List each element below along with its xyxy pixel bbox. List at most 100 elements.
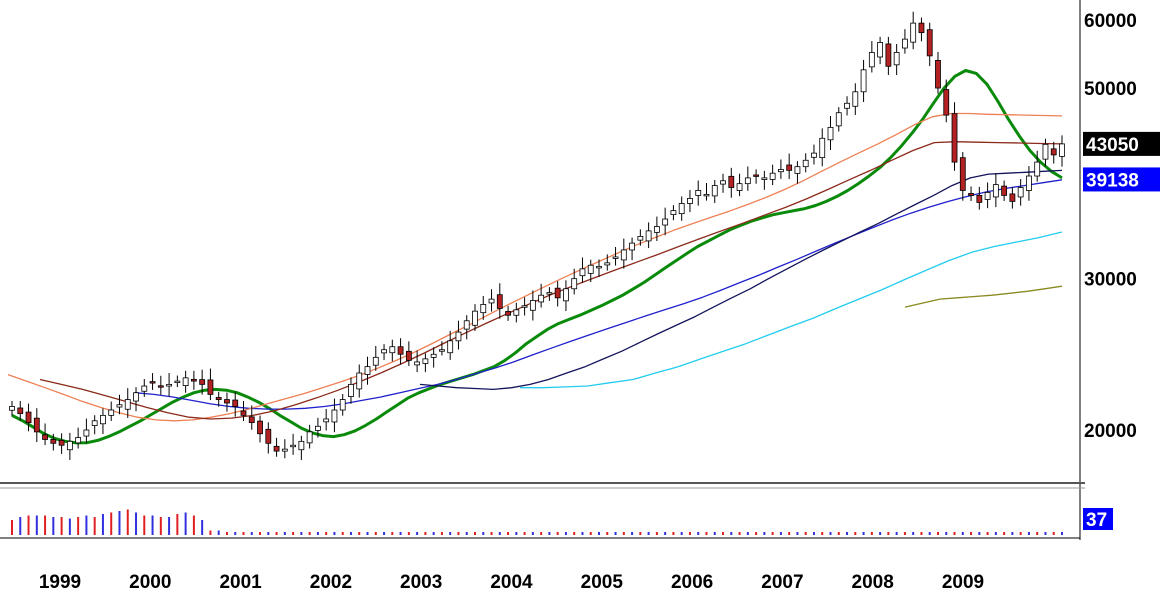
candle-body [240,410,247,416]
y-tick-label: 30000 [1084,270,1137,291]
candle-body [992,184,999,198]
candle-body [372,356,379,366]
candle-body [860,69,867,93]
candle-body [290,444,297,448]
candle-body [687,198,693,204]
price-label-box [1083,131,1160,156]
moving-average-line [134,179,1063,410]
candle-body [149,381,156,384]
candle-body [25,411,32,424]
candle-body [538,294,545,303]
x-tick-label: 2008 [852,572,894,593]
volume-label-box [1083,508,1113,530]
candle-body [348,383,354,397]
candle-body [381,349,387,354]
candle-body [703,194,710,197]
candle-body [571,278,578,290]
labels: 60000 50000 30000 20000 43050 39138 37 1999 2000… [39,11,1160,593]
candle-body [257,420,263,435]
candle-body [720,180,726,185]
x-tick-label: 2005 [581,572,624,593]
candles [9,11,1065,460]
candle-body [935,59,941,89]
candle-body [389,346,396,354]
candle-body [877,42,884,58]
candle-body [670,210,677,215]
x-tick-label: 1999 [39,572,81,593]
candle-body [1050,148,1057,156]
candle-body [480,304,487,314]
moving-average-line [419,169,1063,391]
candle-body [794,166,801,174]
x-tick-label: 2000 [129,572,171,593]
candle-body [753,174,759,177]
x-tick-label: 2009 [942,572,984,593]
candle-body [777,169,784,173]
candle-body [224,399,230,404]
price-label-text: 43050 [1086,135,1139,156]
candle-body [653,226,660,233]
candle-body [447,340,454,354]
candle-body [75,437,82,444]
candle-body [174,380,181,384]
candle-body [190,378,197,382]
candle-body [306,431,313,444]
candle-body [116,404,123,408]
y-tick-label: 50000 [1084,79,1137,100]
candle-body [596,266,602,269]
axes [0,0,1085,540]
moving-average-line [904,285,1063,308]
candle-body [141,385,148,392]
moving-average-line [39,141,1063,420]
x-tick-label: 2006 [671,572,713,593]
candle-body [17,407,24,414]
candle-body [1017,187,1024,198]
candle-body [182,377,189,387]
y-tick-label: 60000 [1084,11,1137,32]
x-tick-label: 2002 [310,572,352,593]
candle-body [835,112,842,127]
candle-body [513,309,520,316]
candle-body [1026,175,1032,191]
candle-body [1042,143,1049,160]
candle-body [926,29,933,57]
candle-body [819,137,826,159]
x-tick-label: 2001 [219,572,262,593]
candle-body [439,349,445,352]
candle-body [637,235,644,241]
price-label-text: 39138 [1086,170,1139,191]
candle-body [42,434,48,440]
candle-body [199,379,206,385]
candle-body [58,439,65,446]
candle-body [248,416,255,424]
moving-average-line [7,112,1063,422]
candle-body [554,287,561,299]
candle-body [546,292,553,295]
candle-body [629,242,635,251]
candle-body [422,358,429,364]
candle-body [604,262,611,266]
candle-body [761,177,768,180]
candle-body [811,152,817,158]
candle-body [232,399,239,407]
candle-body [496,294,503,309]
candle-body [827,126,834,141]
candle-body [951,113,958,163]
candle-body [802,159,809,168]
candle-body [943,89,950,116]
candle-body [315,425,321,431]
candle-body [902,38,908,49]
candle-body [397,346,404,355]
candle-body [1034,161,1041,177]
candle-body [133,392,139,402]
candle-body [166,383,172,387]
moving-average-line [520,231,1063,389]
candle-body [695,190,702,196]
candle-body [968,193,974,196]
candle-body [678,203,685,215]
candle-body [1059,143,1065,157]
candle-body [984,192,991,200]
candle-body [273,445,280,452]
